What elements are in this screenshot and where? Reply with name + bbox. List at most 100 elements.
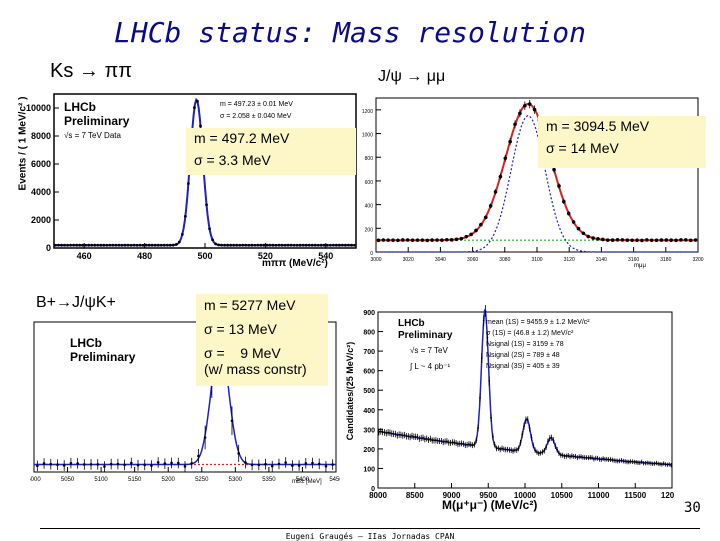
data-point bbox=[247, 243, 251, 247]
data-point bbox=[183, 214, 187, 218]
data-point bbox=[334, 243, 338, 247]
y-tick-label: 500 bbox=[363, 388, 375, 395]
data-point bbox=[508, 449, 511, 451]
data-point bbox=[660, 463, 663, 466]
data-point bbox=[116, 462, 120, 466]
data-point bbox=[156, 243, 160, 247]
data-point bbox=[525, 419, 527, 422]
data-point bbox=[627, 461, 630, 463]
data-point bbox=[310, 243, 314, 247]
data-point bbox=[381, 238, 386, 242]
data-point bbox=[409, 436, 412, 438]
data-point bbox=[651, 462, 654, 465]
data-point bbox=[390, 432, 393, 435]
ks-sigma-value: σ = 3.3 MeV bbox=[194, 152, 271, 168]
data-point bbox=[422, 436, 424, 439]
data-point bbox=[271, 243, 275, 247]
data-point bbox=[378, 431, 380, 433]
data-point bbox=[670, 464, 672, 467]
data-point bbox=[237, 452, 240, 455]
data-point bbox=[451, 441, 454, 444]
data-point bbox=[156, 461, 160, 464]
data-point bbox=[513, 449, 516, 451]
data-point bbox=[268, 243, 272, 247]
data-point bbox=[244, 461, 247, 464]
jpsi-fit-curve bbox=[376, 103, 698, 242]
data-point bbox=[493, 443, 496, 446]
data-point bbox=[105, 243, 109, 247]
y-tick-label: 4000 bbox=[31, 187, 51, 197]
data-point bbox=[523, 425, 525, 428]
data-point bbox=[168, 243, 172, 247]
data-point bbox=[143, 463, 147, 467]
data-point bbox=[666, 463, 669, 466]
data-point bbox=[176, 461, 180, 465]
data-point bbox=[387, 431, 390, 434]
y-tick-label: 600 bbox=[363, 369, 375, 376]
data-point bbox=[499, 448, 502, 451]
x-tick-label: 5150 bbox=[128, 477, 142, 483]
data-point bbox=[259, 243, 263, 247]
data-point bbox=[412, 435, 415, 438]
upsilon-chart: 8000 8500 9000 9500 10000 10500 11000 11500 120 0… bbox=[363, 305, 674, 500]
data-point bbox=[250, 243, 254, 247]
data-point bbox=[400, 433, 402, 436]
data-point bbox=[274, 243, 278, 247]
data-point bbox=[435, 238, 439, 242]
data-point bbox=[473, 443, 476, 446]
y-tick-label: 0 bbox=[370, 251, 373, 257]
data-point bbox=[291, 464, 294, 467]
data-point bbox=[479, 397, 481, 399]
data-point bbox=[103, 465, 106, 468]
bplus-lhcb-label: LHCb bbox=[70, 336, 102, 350]
data-point bbox=[313, 243, 317, 247]
upsilon-energy-label: √s = 7 TeV bbox=[410, 346, 448, 355]
data-point bbox=[232, 243, 236, 247]
data-point bbox=[469, 443, 472, 446]
jpsi-mass-value: m = 3094.5 MeV bbox=[546, 118, 650, 134]
data-point bbox=[114, 243, 118, 247]
data-point bbox=[493, 189, 498, 194]
jpsi-xlabel: mμμ bbox=[634, 263, 646, 269]
ks-xlabel: mππ (MeV/c²) bbox=[262, 258, 328, 269]
y-tick-label: 700 bbox=[363, 349, 375, 356]
data-point bbox=[132, 243, 136, 247]
data-point bbox=[109, 462, 113, 466]
x-tick-label: 3040 bbox=[435, 257, 446, 263]
data-point bbox=[283, 243, 287, 247]
data-point bbox=[442, 441, 445, 444]
data-point bbox=[593, 458, 595, 461]
data-point bbox=[262, 243, 266, 247]
data-point bbox=[566, 211, 571, 216]
data-point bbox=[642, 462, 645, 465]
x-tick-label: 9000 bbox=[443, 491, 461, 500]
upsilon-fit-param: Nsignal (2S) = 789 ± 48 bbox=[486, 352, 560, 359]
data-point bbox=[475, 439, 478, 442]
data-point bbox=[664, 238, 669, 242]
data-point bbox=[325, 243, 329, 247]
data-point bbox=[571, 220, 576, 224]
data-point bbox=[644, 238, 649, 242]
y-tick-label: 6000 bbox=[31, 159, 51, 169]
data-point bbox=[578, 455, 581, 458]
data-point bbox=[440, 238, 444, 242]
data-point bbox=[383, 431, 386, 434]
data-point bbox=[562, 199, 566, 204]
data-point bbox=[488, 380, 491, 382]
data-point bbox=[138, 243, 142, 247]
y-tick-label: 600 bbox=[365, 180, 374, 186]
data-point bbox=[425, 437, 428, 440]
data-point bbox=[605, 238, 610, 242]
data-point bbox=[626, 461, 628, 463]
data-point bbox=[226, 243, 230, 247]
data-point bbox=[482, 319, 485, 322]
data-point bbox=[130, 461, 133, 465]
y-tick-label: 800 bbox=[363, 330, 375, 337]
data-point bbox=[76, 462, 79, 465]
data-point bbox=[56, 463, 59, 466]
data-point bbox=[547, 440, 549, 443]
data-point bbox=[319, 243, 323, 247]
data-point bbox=[99, 243, 103, 247]
data-point bbox=[111, 243, 115, 247]
ks-chart: 460 480 500 520 540 0 2000 4000 6000 8000 10000 bbox=[26, 93, 357, 261]
